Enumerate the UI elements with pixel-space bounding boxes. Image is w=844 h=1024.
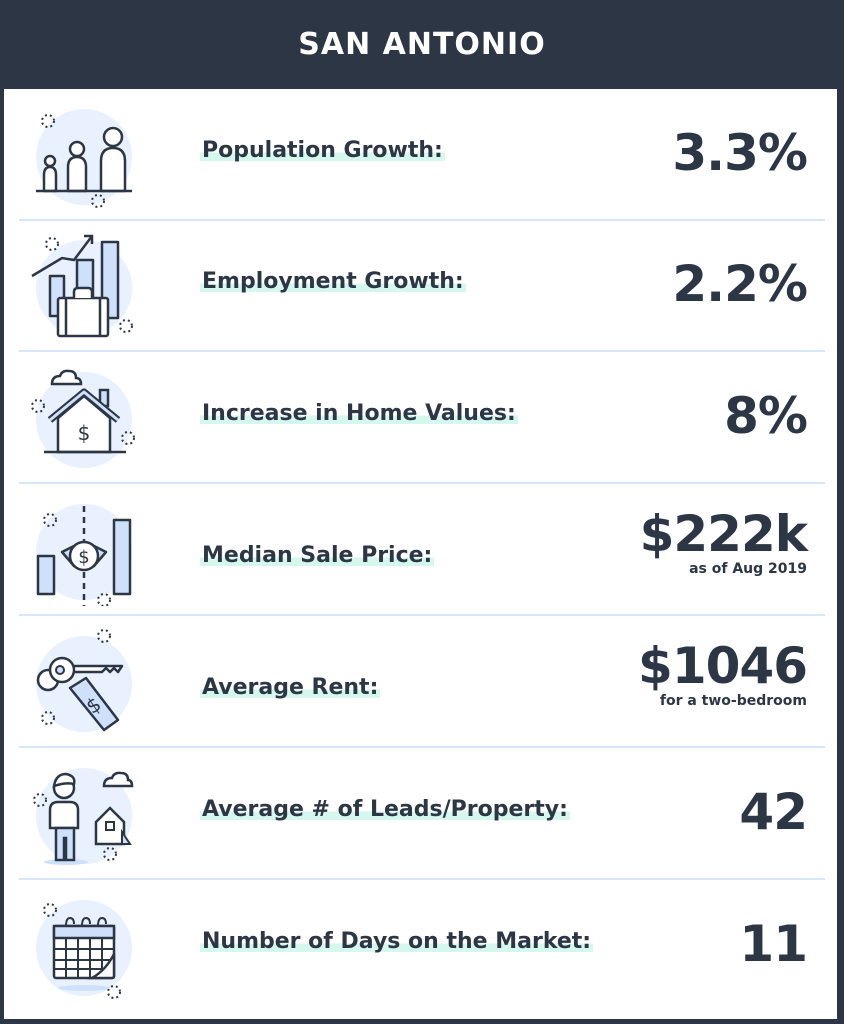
- stat-row-population: Population Growth: 3.3%: [4, 89, 837, 221]
- stat-value: $222k as of Aug 2019: [639, 505, 808, 577]
- key-price-tag-icon: $: [36, 629, 132, 732]
- row-divider: [19, 614, 825, 616]
- stat-label: Average # of Leads/Property:: [200, 797, 570, 822]
- row-divider: [19, 878, 825, 880]
- stat-value: 3.3%: [672, 124, 808, 182]
- person-house-icon: [33, 768, 134, 865]
- stat-row-average-rent: $ Average Rent: $1046 for a two-bedroom: [4, 616, 837, 748]
- stat-label: Increase in Home Values:: [200, 401, 518, 426]
- city-title: SAN ANTONIO: [298, 27, 546, 62]
- stat-value: 11: [739, 915, 808, 973]
- people-growth-icon: [36, 109, 132, 208]
- stat-row-median-sale-price: $ Median Sale Price: $222k as of Aug 201…: [4, 484, 837, 616]
- row-divider: [19, 482, 825, 484]
- row-divider: [19, 350, 825, 352]
- employment-chart-briefcase-icon: [31, 234, 133, 338]
- stat-label: Population Growth:: [200, 138, 445, 163]
- stat-label: Number of Days on the Market:: [200, 929, 594, 954]
- stat-label: Average Rent:: [200, 675, 381, 700]
- stat-row-leads: Average # of Leads/Property: 42: [4, 748, 837, 880]
- row-divider: [19, 219, 825, 221]
- stat-row-employment: Employment Growth: 2.2%: [4, 220, 837, 352]
- stat-label: Employment Growth:: [200, 269, 466, 294]
- svg-text:$: $: [78, 547, 89, 568]
- stat-value: 42: [739, 783, 808, 841]
- calendar-icon: [36, 900, 132, 999]
- stat-note: as of Aug 2019: [689, 561, 807, 577]
- stat-row-days-on-market: Number of Days on the Market: 11: [4, 880, 837, 1012]
- svg-text:$: $: [78, 421, 91, 445]
- header-bar: SAN ANTONIO: [0, 0, 844, 89]
- stat-value: $1046 for a two-bedroom: [638, 637, 808, 709]
- price-bars-coin-icon: $: [36, 504, 132, 606]
- stats-card: Population Growth: 3.3% Employment Growt…: [4, 89, 837, 1019]
- stat-value: 8%: [724, 387, 808, 445]
- stat-row-home-values: $ Increase in Home Values: 8%: [4, 352, 837, 484]
- house-dollar-icon: $: [31, 369, 135, 468]
- row-divider: [19, 746, 825, 748]
- stat-value: 2.2%: [672, 255, 808, 313]
- stat-label: Median Sale Price:: [200, 543, 435, 568]
- stat-note: for a two-bedroom: [659, 693, 807, 709]
